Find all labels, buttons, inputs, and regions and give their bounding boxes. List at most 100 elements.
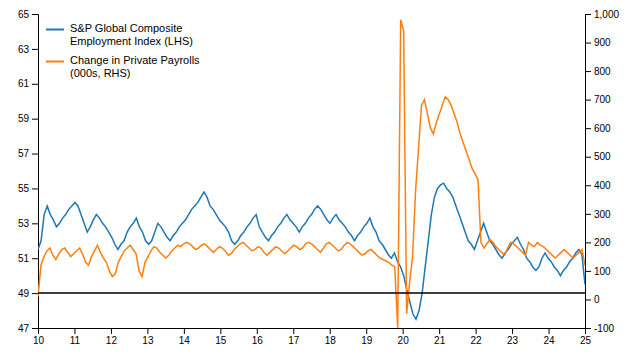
x-tick-mark [403,328,404,334]
legend-label: S&P Global Composite Employment Index (L… [70,22,193,47]
legend: S&P Global Composite Employment Index (L… [46,22,203,79]
y-tick-label: 51 [18,253,30,264]
y2-tick-mark [585,214,591,215]
y2-tick: 1,000 [585,9,619,20]
x-tick-label: 16 [252,335,264,346]
x-tick-label: 15 [215,335,227,346]
x-tick: 14 [179,328,191,346]
legend-swatch [46,61,64,63]
y-tick: 65 [18,9,38,20]
y2-tick: 700 [585,94,611,105]
x-tick-mark [439,328,440,334]
y2-tick-label: 0 [594,294,600,305]
x-tick-label: 11 [70,335,81,346]
y-tick-mark [32,223,38,224]
x-tick-label: 20 [398,335,410,346]
plot-area [38,20,585,328]
legend-label: Change in Private Payrolls (000s, RHS) [70,54,203,79]
y2-tick-mark [585,185,591,186]
x-tick: 25 [580,328,592,346]
y2-tick: 900 [585,37,611,48]
x-tick-label: 22 [471,335,483,346]
y-tick-label: 57 [18,148,30,159]
y-tick-label: 65 [18,9,30,20]
y2-tick-label: 600 [594,123,611,134]
y2-tick-label: -100 [594,323,614,334]
y-tick-mark [32,293,38,294]
chart-container: 10 11 12 13 14 15 16 17 18 19 20 21 22 23 24 25 47 49 51 53… [0,0,629,354]
y2-tick-label: 800 [594,66,611,77]
x-tick-label: 10 [33,335,45,346]
x-tick: 18 [325,328,337,346]
y-tick-mark [32,154,38,155]
y-tick-label: 55 [18,183,30,194]
y2-tick-label: 100 [594,266,611,277]
y2-tick: 300 [585,209,611,220]
y2-tick: 500 [585,151,611,162]
y-tick: 55 [18,183,38,194]
y2-tick: 200 [585,237,611,248]
x-tick: 15 [215,328,227,346]
legend-swatch [46,29,64,31]
x-tick-label: 17 [288,335,300,346]
y-tick-label: 63 [18,44,30,55]
y-tick-mark [32,258,38,259]
y-tick: 61 [18,78,38,89]
y-tick-label: 49 [18,288,30,299]
legend-label-line: S&P Global Composite [70,22,182,34]
y2-tick: -100 [585,323,614,334]
x-tick-mark [257,328,258,334]
y2-tick-mark [585,71,591,72]
x-tick-label: 23 [507,335,519,346]
x-tick-mark [184,328,185,334]
reference-line [38,292,585,294]
y2-tick-mark [585,299,591,300]
x-tick-mark [111,328,112,334]
x-tick: 10 [33,328,45,346]
y-tick-mark [32,84,38,85]
x-tick-mark [220,328,221,334]
chart: 10 11 12 13 14 15 16 17 18 19 20 21 22 23 24 25 47 49 51 53… [0,0,629,354]
x-tick: 24 [543,328,555,346]
x-tick-label: 19 [361,335,373,346]
x-tick: 13 [142,328,154,346]
x-tick: 16 [252,328,264,346]
y-tick-mark [32,328,38,329]
y-tick: 51 [18,253,38,264]
series-line [38,183,585,319]
x-tick: 12 [106,328,118,346]
y-axis: 47495153555759616365 [18,9,39,334]
x-tick-mark [330,328,331,334]
x-tick: 19 [361,328,373,346]
x-tick-label: 12 [106,335,118,346]
x-tick: 21 [434,328,446,346]
y2-tick: 400 [585,180,611,191]
legend-item: Change in Private Payrolls (000s, RHS) [46,54,203,79]
y2-tick-mark [585,157,591,158]
y2-tick-mark [585,14,591,15]
y2-tick-mark [585,128,591,129]
x-tick-label: 25 [580,335,592,346]
x-tick: 23 [507,328,519,346]
legend-label-line: Employment Index (LHS) [70,35,193,47]
x-tick-mark [476,328,477,334]
x-tick: 11 [70,328,81,346]
x-axis: 10 11 12 13 14 15 16 17 18 19 20 21 22 23 24 25 [33,328,592,346]
y-tick-label: 47 [18,323,30,334]
x-tick: 22 [471,328,483,346]
y-tick-label: 53 [18,218,30,229]
y2-tick-label: 900 [594,37,611,48]
x-tick-mark [293,328,294,334]
y2-axis-line [586,15,592,329]
y-tick-mark [32,188,38,189]
y2-tick-label: 700 [594,94,611,105]
y-tick: 49 [18,288,38,299]
x-tick-mark [147,328,148,334]
x-tick-mark [512,328,513,334]
x-tick-label: 18 [325,335,337,346]
y-tick-mark [32,119,38,120]
y2-tick-label: 500 [594,151,611,162]
y2-tick-mark [585,43,591,44]
x-axis-line [39,329,586,335]
y2-tick: 600 [585,123,611,134]
